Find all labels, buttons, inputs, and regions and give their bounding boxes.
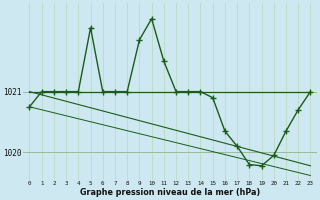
X-axis label: Graphe pression niveau de la mer (hPa): Graphe pression niveau de la mer (hPa): [80, 188, 260, 197]
